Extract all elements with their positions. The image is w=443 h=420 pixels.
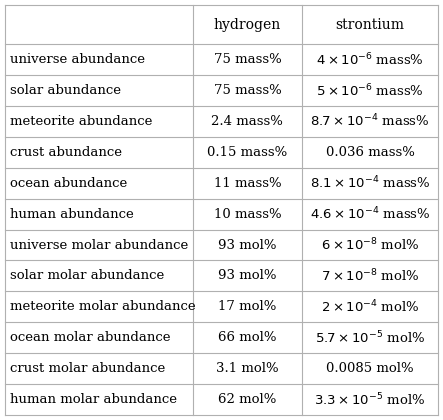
- Text: universe abundance: universe abundance: [10, 53, 145, 66]
- Text: $4 \times 10^{-6}$ mass%: $4 \times 10^{-6}$ mass%: [316, 51, 424, 68]
- Text: human abundance: human abundance: [10, 207, 134, 220]
- Text: 75 mass%: 75 mass%: [214, 53, 281, 66]
- Text: meteorite molar abundance: meteorite molar abundance: [10, 300, 196, 313]
- Text: ocean molar abundance: ocean molar abundance: [10, 331, 171, 344]
- Text: 0.0085 mol%: 0.0085 mol%: [326, 362, 414, 375]
- Text: $4.6 \times 10^{-4}$ mass%: $4.6 \times 10^{-4}$ mass%: [310, 206, 430, 223]
- Text: 75 mass%: 75 mass%: [214, 84, 281, 97]
- Text: hydrogen: hydrogen: [214, 18, 281, 32]
- Text: 0.15 mass%: 0.15 mass%: [207, 146, 288, 159]
- Text: $5.7 \times 10^{-5}$ mol%: $5.7 \times 10^{-5}$ mol%: [315, 329, 425, 346]
- Text: human molar abundance: human molar abundance: [10, 393, 177, 406]
- Text: $8.1 \times 10^{-4}$ mass%: $8.1 \times 10^{-4}$ mass%: [310, 175, 430, 192]
- Text: crust molar abundance: crust molar abundance: [10, 362, 166, 375]
- Text: strontium: strontium: [335, 18, 404, 32]
- Text: solar molar abundance: solar molar abundance: [10, 269, 164, 282]
- Text: ocean abundance: ocean abundance: [10, 177, 128, 190]
- Text: 2.4 mass%: 2.4 mass%: [211, 115, 284, 128]
- Text: 62 mol%: 62 mol%: [218, 393, 276, 406]
- Text: $8.7 \times 10^{-4}$ mass%: $8.7 \times 10^{-4}$ mass%: [311, 113, 430, 130]
- Text: $6 \times 10^{-8}$ mol%: $6 \times 10^{-8}$ mol%: [321, 237, 420, 253]
- Text: $7 \times 10^{-8}$ mol%: $7 \times 10^{-8}$ mol%: [321, 268, 420, 284]
- Text: 93 mol%: 93 mol%: [218, 239, 276, 252]
- Text: 10 mass%: 10 mass%: [214, 207, 281, 220]
- Text: universe molar abundance: universe molar abundance: [10, 239, 189, 252]
- Text: meteorite abundance: meteorite abundance: [10, 115, 153, 128]
- Text: $3.3 \times 10^{-5}$ mol%: $3.3 \times 10^{-5}$ mol%: [315, 391, 426, 408]
- Text: 0.036 mass%: 0.036 mass%: [326, 146, 415, 159]
- Text: $5 \times 10^{-6}$ mass%: $5 \times 10^{-6}$ mass%: [316, 82, 424, 99]
- Text: 66 mol%: 66 mol%: [218, 331, 276, 344]
- Text: 93 mol%: 93 mol%: [218, 269, 276, 282]
- Text: crust abundance: crust abundance: [10, 146, 122, 159]
- Text: 17 mol%: 17 mol%: [218, 300, 276, 313]
- Text: 3.1 mol%: 3.1 mol%: [216, 362, 279, 375]
- Text: $2 \times 10^{-4}$ mol%: $2 \times 10^{-4}$ mol%: [321, 299, 420, 315]
- Text: 11 mass%: 11 mass%: [214, 177, 281, 190]
- Text: solar abundance: solar abundance: [10, 84, 121, 97]
